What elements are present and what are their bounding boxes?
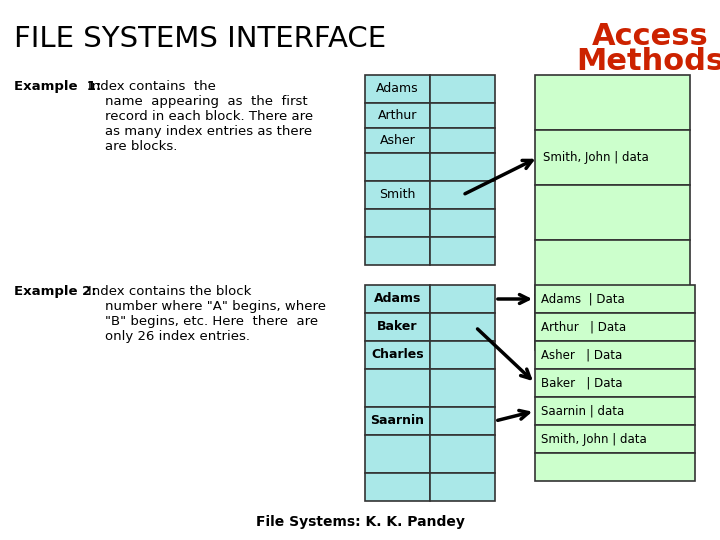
Text: Example 2:: Example 2: [14,285,96,298]
Bar [430,313,495,341]
Text: Saarnin: Saarnin [371,415,425,428]
Text: Asher   | Data: Asher | Data [541,348,622,361]
Text: Methods: Methods [576,47,720,76]
Bar [365,103,430,128]
Bar [365,473,430,501]
Bar [430,369,495,407]
Bar [430,128,495,153]
Text: Adams: Adams [376,83,419,96]
Bar [430,435,495,473]
Text: Adams: Adams [374,293,421,306]
Bar [535,341,695,369]
Text: Index contains the block
    number where "A" begins, where
    "B" begins, etc.: Index contains the block number where "A… [88,285,326,343]
Text: Adams  | Data: Adams | Data [541,293,625,306]
Bar [430,285,495,313]
Text: Smith, John | data: Smith, John | data [543,151,649,164]
Bar [535,130,690,185]
Text: Access: Access [592,22,708,51]
Bar [535,240,690,295]
Bar [430,209,495,237]
Bar [430,103,495,128]
Bar [535,285,695,313]
Text: Baker   | Data: Baker | Data [541,376,623,389]
Bar [365,153,430,181]
Bar [365,313,430,341]
Text: Arthur: Arthur [378,109,417,122]
Bar [365,75,430,103]
Bar [430,341,495,369]
Text: Smith, John | data: Smith, John | data [541,433,647,446]
Bar [535,453,695,481]
Bar [365,181,430,209]
Bar [430,181,495,209]
Bar [535,75,690,130]
Bar [365,435,430,473]
Text: Baker: Baker [377,321,418,334]
Bar [365,237,430,265]
Bar [365,285,430,313]
Bar [365,369,430,407]
Text: Smith: Smith [379,188,415,201]
Bar [365,407,430,435]
Bar [535,425,695,453]
Bar [430,75,495,103]
Bar [365,209,430,237]
Text: Index contains  the
    name  appearing  as  the  first
    record in each block: Index contains the name appearing as the… [88,80,313,153]
Bar [430,407,495,435]
Bar [535,313,695,341]
Bar [430,237,495,265]
Bar [535,295,690,350]
Bar [535,369,695,397]
Text: FILE SYSTEMS INTERFACE: FILE SYSTEMS INTERFACE [14,25,386,53]
Text: Arthur   | Data: Arthur | Data [541,321,626,334]
Text: Saarnin | data: Saarnin | data [541,404,624,417]
Text: Charles: Charles [372,348,424,361]
Text: Example  1:: Example 1: [14,80,102,93]
Bar [535,397,695,425]
Bar [430,153,495,181]
Bar [430,473,495,501]
Bar [535,185,690,240]
Text: File Systems: K. K. Pandey: File Systems: K. K. Pandey [256,515,464,529]
Bar [365,341,430,369]
Text: Asher: Asher [379,134,415,147]
Bar [365,128,430,153]
